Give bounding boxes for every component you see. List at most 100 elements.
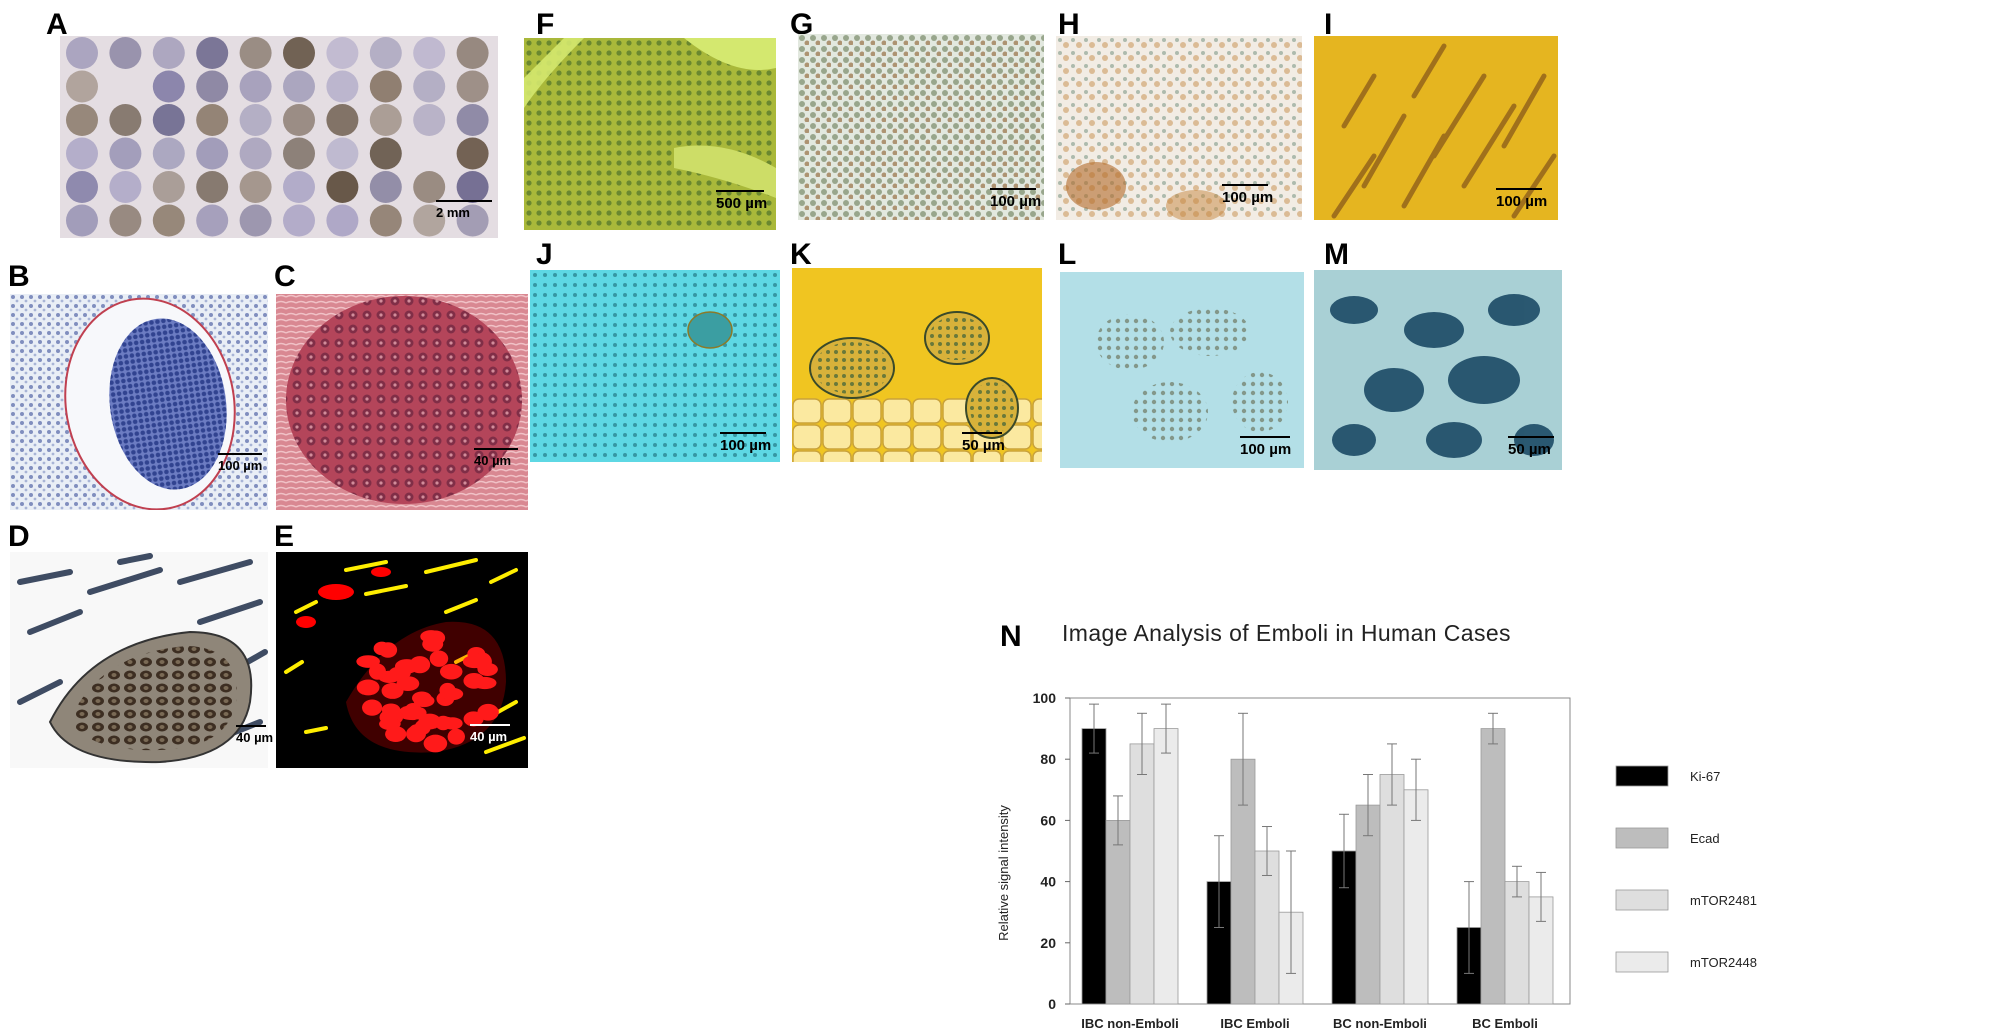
scale-label-a: 2 mm <box>436 205 470 220</box>
scale-bar-f: 500 µm <box>716 190 768 212</box>
tissue-core <box>152 70 185 103</box>
bar-ecad-3 <box>1480 728 1506 1005</box>
histology-image-j <box>530 270 780 462</box>
bar-ecad-2 <box>1355 804 1381 1005</box>
bar-mtor2448-0 <box>1153 728 1179 1005</box>
tissue-core <box>66 70 98 103</box>
scale-bar-l: 100 µm <box>1240 436 1292 458</box>
tissue-core <box>326 70 359 103</box>
tissue-core <box>239 37 272 69</box>
error-bar <box>1411 758 1421 821</box>
tissue-core <box>369 171 402 203</box>
histology-image-c <box>276 294 528 510</box>
legend-label: Ki-67 <box>1690 769 1720 784</box>
scale-label-h: 100 µm <box>1222 189 1274 206</box>
panel-label-a: A <box>46 8 68 41</box>
legend-swatch <box>1615 765 1669 787</box>
bar-mtor2481-2 <box>1379 774 1405 1005</box>
y-tick-label: 40 <box>1040 874 1056 890</box>
legend-swatch <box>1615 951 1669 973</box>
tissue-core <box>456 204 489 237</box>
scale-bar-j: 100 µm <box>720 432 771 454</box>
error-bar <box>1214 835 1224 928</box>
panel-label-f: F <box>536 8 555 41</box>
bar-ecad-0 <box>1105 819 1131 1005</box>
chart-title: Image Analysis of Emboli in Human Cases <box>1062 620 1511 646</box>
x-category-label: IBC Emboli <box>1220 1016 1289 1031</box>
tissue-core <box>239 104 272 136</box>
error-bar <box>1089 703 1099 754</box>
panel-label-b: B <box>8 260 30 293</box>
scale-label-l: 100 µm <box>1240 441 1292 458</box>
legend-label: Ecad <box>1690 831 1720 846</box>
error-bar <box>1464 881 1474 974</box>
tissue-core <box>66 204 98 237</box>
scale-bar-i: 100 µm <box>1496 188 1548 210</box>
scale-label-k: 50 µm <box>962 437 1005 454</box>
tissue-core <box>413 171 446 203</box>
bar-mtor2481-0 <box>1129 743 1155 1005</box>
tissue-core <box>196 37 229 69</box>
y-axis-label: Relative signal intensity <box>996 805 1011 941</box>
scale-bar-k: 50 µm <box>962 432 1005 454</box>
y-tick-label: 80 <box>1040 751 1056 767</box>
tissue-core <box>283 204 315 237</box>
tissue-core <box>369 37 402 69</box>
error-bar <box>1488 712 1498 745</box>
error-bar <box>1363 774 1373 837</box>
x-category-label: IBC non-Emboli <box>1081 1016 1179 1031</box>
tissue-core <box>239 204 272 237</box>
tissue-core <box>109 104 142 136</box>
scale-label-i: 100 µm <box>1496 193 1548 210</box>
tissue-microarray-image <box>60 36 498 238</box>
scale-bar-c: 40 µm <box>474 448 518 468</box>
tissue-core <box>326 204 359 237</box>
tissue-core <box>152 204 185 237</box>
error-bar <box>1238 712 1248 806</box>
tissue-core <box>196 171 229 203</box>
tissue-core <box>66 137 98 170</box>
legend-label: mTOR2481 <box>1690 893 1757 908</box>
scale-bar-b: 100 µm <box>218 453 262 473</box>
ihc-embolus-d <box>10 552 268 768</box>
scale-bar-h: 100 µm <box>1222 184 1274 206</box>
panel-label-d: D <box>8 520 30 553</box>
tissue-core <box>326 171 359 203</box>
tissue-core <box>283 70 315 103</box>
plot-frame <box>1069 697 1571 1005</box>
tissue-core <box>109 137 142 170</box>
tissue-core <box>152 171 185 203</box>
tissue-core <box>196 104 229 136</box>
tissue-core <box>456 104 489 136</box>
error-bar <box>1339 813 1349 889</box>
error-bar <box>1137 712 1147 775</box>
scale-label-b: 100 µm <box>218 458 263 473</box>
ihc-tissue-l <box>1060 272 1304 468</box>
histology-image-k <box>792 268 1042 462</box>
histology-image-d <box>10 552 268 768</box>
tissue-core <box>283 137 315 170</box>
tissue-core <box>283 171 315 203</box>
tissue-core <box>456 137 489 170</box>
scale-label-f: 500 µm <box>716 195 768 212</box>
he-stained-embolus-c <box>276 294 528 510</box>
tissue-core <box>239 137 272 170</box>
image-analysis-mask-e <box>276 552 528 768</box>
tissue-core <box>196 137 229 170</box>
bar-ki67-0 <box>1081 728 1107 1005</box>
tissue-core <box>66 37 98 69</box>
panel-label-l: L <box>1058 238 1077 271</box>
scale-label-m: 50 µm <box>1508 441 1551 458</box>
scale-bar-a: 2 mm <box>436 200 492 220</box>
error-bar <box>1161 703 1171 754</box>
scale-label-g: 100 µm <box>990 193 1042 210</box>
error-bar <box>1512 865 1522 898</box>
tissue-core <box>152 104 185 136</box>
panel-label-e: E <box>274 520 295 553</box>
ihc-tissue-h <box>1056 36 1302 220</box>
bar-mtor2448-2 <box>1403 789 1429 1005</box>
tissue-core <box>456 70 489 103</box>
tissue-core <box>196 204 229 237</box>
tissue-core <box>109 204 142 237</box>
error-bar <box>1286 850 1296 974</box>
